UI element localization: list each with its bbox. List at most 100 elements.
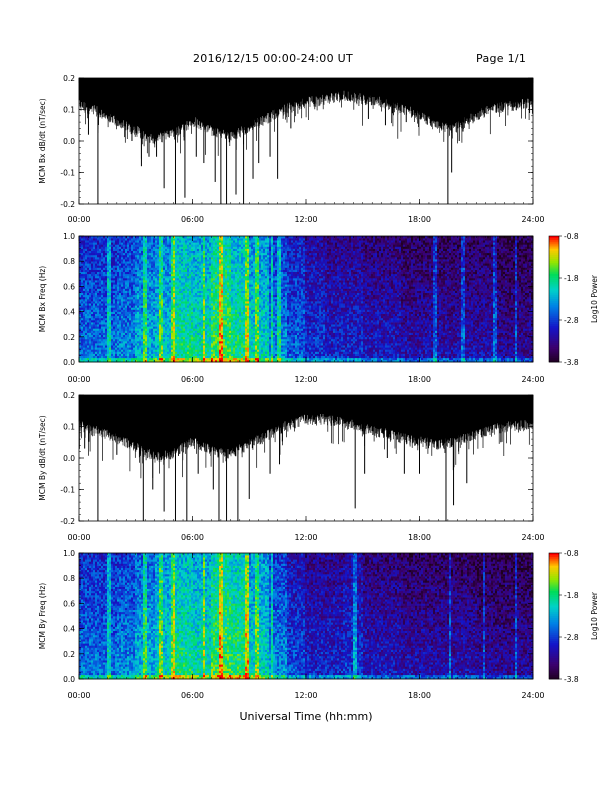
spectrogram-cell bbox=[151, 273, 154, 277]
spectrogram-cell bbox=[183, 294, 186, 298]
spectrogram-cell bbox=[199, 252, 202, 256]
spectrogram-cell bbox=[155, 282, 158, 285]
spectrogram-cell bbox=[169, 313, 172, 317]
spectrogram-cell bbox=[111, 341, 114, 344]
spectrogram-cell bbox=[83, 324, 86, 327]
spectrogram-cell bbox=[183, 286, 186, 289]
spectrogram-cell bbox=[187, 305, 190, 308]
spectrogram-cell bbox=[231, 240, 234, 243]
spectrogram-cell bbox=[167, 353, 170, 356]
spectrogram-cell bbox=[141, 244, 144, 247]
spectrogram-cell bbox=[131, 305, 134, 308]
spectrogram-cell bbox=[231, 254, 234, 258]
spectrogram-cell bbox=[101, 244, 104, 247]
spectrogram-cell bbox=[151, 328, 154, 331]
spectrogram-cell bbox=[143, 236, 146, 239]
spectrogram-cell bbox=[223, 328, 226, 331]
spectrogram-cell bbox=[111, 320, 114, 323]
spectrogram-cell bbox=[183, 275, 186, 279]
spectrogram-cell bbox=[175, 248, 178, 251]
spectrogram-cell bbox=[115, 345, 118, 348]
spectrogram-cell bbox=[131, 351, 134, 354]
spectrogram-cell bbox=[133, 265, 136, 268]
spectrogram-cell bbox=[147, 305, 150, 308]
spectrogram-cell bbox=[177, 332, 180, 335]
spectrogram-cell bbox=[159, 252, 162, 256]
spectrogram-cell bbox=[99, 294, 102, 298]
spectrogram-cell bbox=[123, 288, 126, 291]
spectrogram-cell bbox=[203, 347, 206, 350]
spectrogram-cell bbox=[135, 275, 138, 279]
spectrogram-cell bbox=[141, 236, 144, 239]
spectrogram-cell bbox=[127, 334, 130, 338]
spectrogram-cell bbox=[153, 275, 156, 279]
spectrogram-cell bbox=[181, 351, 184, 354]
spectrogram-cell bbox=[113, 273, 116, 277]
spectrogram-cell bbox=[171, 252, 174, 256]
spectrogram-cell bbox=[151, 236, 154, 239]
spectrogram-cell bbox=[171, 343, 174, 346]
spectrogram-cell bbox=[93, 324, 96, 327]
spectrogram-cell bbox=[117, 280, 120, 283]
spectrogram-cell bbox=[161, 265, 164, 268]
spectrogram-cell bbox=[131, 307, 134, 310]
spectrogram-cell bbox=[139, 280, 142, 283]
spectrogram-cell bbox=[151, 347, 154, 350]
spectrogram-cell bbox=[191, 271, 194, 275]
spectrogram-cell bbox=[137, 240, 140, 243]
spectrogram-cell bbox=[87, 288, 90, 291]
spectrogram-cell bbox=[91, 284, 94, 287]
spectrogram-cell bbox=[119, 254, 122, 258]
spectrogram-cell bbox=[99, 265, 102, 268]
spectrogram-cell bbox=[115, 341, 118, 344]
spectrogram-cell bbox=[209, 257, 212, 260]
spectrogram-cell bbox=[235, 236, 238, 239]
spectrogram-cell bbox=[95, 349, 98, 352]
spectrogram-cell bbox=[107, 288, 110, 291]
spectrogram-cell bbox=[141, 313, 144, 317]
spectrogram-cell bbox=[111, 294, 114, 298]
spectrogram-cell bbox=[211, 254, 214, 258]
spectrogram-cell bbox=[173, 288, 176, 291]
spectrogram-cell bbox=[215, 322, 218, 325]
spectrogram-cell bbox=[153, 282, 156, 285]
spectrogram-cell bbox=[95, 336, 98, 340]
spectrogram-cell bbox=[89, 248, 92, 251]
spectrogram-cell bbox=[127, 301, 130, 304]
spectrogram-cell bbox=[117, 246, 120, 249]
spectrogram-cell bbox=[207, 261, 210, 264]
spectrogram-cell bbox=[155, 280, 158, 283]
spectrogram-cell bbox=[135, 267, 138, 270]
spectrogram-cell bbox=[139, 259, 142, 262]
spectrogram-cell bbox=[99, 240, 102, 243]
spectrogram-cell bbox=[157, 349, 160, 352]
spectrogram-cell bbox=[219, 278, 222, 281]
spectrogram-cell bbox=[99, 246, 102, 249]
spectrogram-cell bbox=[213, 359, 216, 363]
spectrogram-cell bbox=[205, 263, 208, 266]
spectrogram-cell bbox=[165, 357, 168, 361]
spectrogram-cell bbox=[211, 248, 214, 251]
spectrogram-cell bbox=[103, 320, 106, 323]
spectrogram-cell bbox=[219, 275, 222, 279]
spectrogram-cell bbox=[165, 320, 168, 323]
spectrogram-cell bbox=[201, 305, 204, 308]
spectrogram-cell bbox=[193, 307, 196, 310]
spectrogram-cell bbox=[93, 307, 96, 310]
spectrogram-cell bbox=[197, 303, 200, 306]
spectrogram-cell bbox=[97, 309, 100, 312]
spectrogram-cell bbox=[189, 252, 192, 256]
spectrogram-cell bbox=[235, 282, 238, 285]
spectrogram-cell bbox=[117, 320, 120, 323]
spectrogram-cell bbox=[147, 248, 150, 251]
spectrogram-cell bbox=[171, 305, 174, 308]
spectrogram-cell bbox=[229, 284, 232, 287]
spectrogram-cell bbox=[185, 353, 188, 356]
spectrogram-cell bbox=[159, 320, 162, 323]
spectrogram-cell bbox=[185, 278, 188, 281]
spectrogram-cell bbox=[201, 328, 204, 331]
spectrogram-cell bbox=[179, 338, 182, 342]
spectrogram-cell bbox=[201, 240, 204, 243]
spectrogram-cell bbox=[131, 261, 134, 264]
spectrogram-cell bbox=[139, 303, 142, 306]
